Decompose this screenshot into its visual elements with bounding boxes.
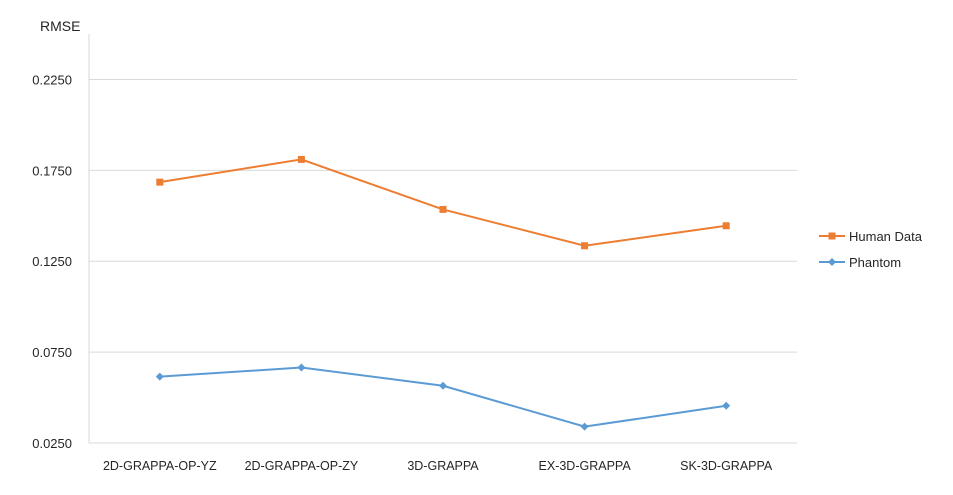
x-tick-label: 3D-GRAPPA — [407, 459, 479, 473]
data-point — [439, 381, 447, 390]
data-point — [581, 242, 589, 250]
data-point — [722, 222, 730, 230]
y-axis-label: RMSE — [40, 18, 80, 34]
series-line-0 — [159, 158, 727, 247]
legend: Human Data Phantom — [819, 229, 923, 270]
data-point — [297, 155, 305, 163]
series-line-1 — [159, 366, 727, 428]
legend-label: Phantom — [849, 255, 901, 270]
x-tick-label: SK-3D-GRAPPA — [680, 459, 773, 473]
y-tick-label: 0.0750 — [32, 345, 72, 360]
data-point — [580, 422, 589, 431]
legend-marker — [828, 258, 836, 266]
data-point — [439, 205, 447, 213]
legend-label: Human Data — [849, 229, 923, 244]
legend-marker — [828, 232, 836, 240]
gridlines — [89, 78, 797, 444]
y-tick-label: 0.1750 — [32, 163, 72, 178]
data-point — [155, 372, 164, 381]
y-tick-labels: 0.0250 0.0750 0.1250 0.1750 0.2250 — [32, 72, 72, 451]
y-tick-label: 0.2250 — [32, 72, 72, 87]
y-tick-label: 0.0250 — [32, 436, 72, 451]
x-tick-label: EX-3D-GRAPPA — [539, 459, 632, 473]
x-tick-label: 2D-GRAPPA-OP-YZ — [103, 459, 217, 473]
data-point — [156, 178, 164, 186]
series-group — [155, 155, 731, 431]
x-tick-labels: 2D-GRAPPA-OP-YZ 2D-GRAPPA-OP-ZY 3D-GRAPPA E… — [103, 459, 773, 473]
x-tick-label: 2D-GRAPPA-OP-ZY — [245, 459, 359, 473]
data-point — [297, 363, 306, 372]
data-point — [722, 401, 731, 410]
y-tick-label: 0.1250 — [32, 254, 72, 269]
